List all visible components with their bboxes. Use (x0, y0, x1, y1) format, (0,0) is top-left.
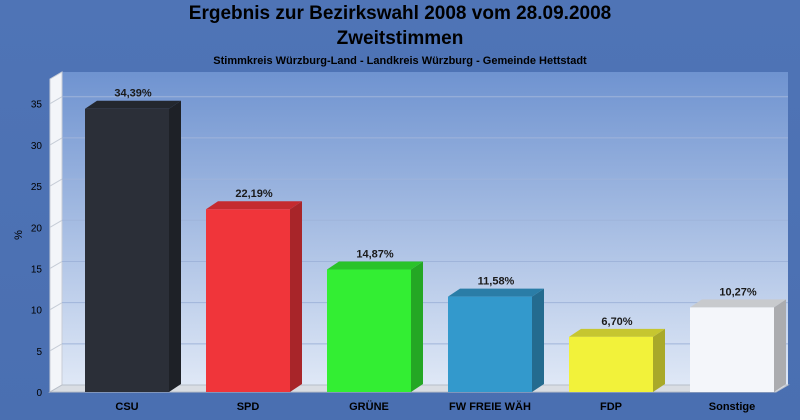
bar-top (327, 261, 423, 270)
bar[interactable] (448, 296, 532, 392)
bar-top (569, 328, 665, 337)
bar-side (169, 100, 181, 393)
gridline-side (49, 219, 63, 228)
bar-side (411, 261, 423, 392)
y-tick-label: 5 (36, 347, 42, 358)
y-tick-label: 10 (31, 306, 43, 317)
y-axis-label: % (13, 230, 25, 240)
gridline-side (49, 137, 63, 146)
bar[interactable] (690, 307, 774, 392)
y-tick-label: 35 (31, 100, 43, 111)
bar-side (653, 328, 665, 392)
gridline-side (49, 343, 63, 352)
bar-side (774, 299, 786, 392)
gridline-side (49, 96, 63, 105)
bar-value-label: 11,58% (478, 276, 515, 288)
bar-side (290, 201, 302, 392)
chart-subtitle: Zweitstimmen (336, 28, 464, 49)
bar-value-label: 10,27% (719, 286, 757, 298)
y-tick-label: 25 (31, 182, 43, 193)
bar-value-label: 14,87% (356, 249, 394, 261)
bar-value-label: 22,19% (235, 188, 273, 200)
y-tick-label: 0 (36, 388, 42, 399)
y-tick-label: 15 (31, 264, 43, 275)
gridline-side (49, 302, 63, 311)
bar-top (85, 100, 181, 109)
x-category-label: SPD (237, 401, 260, 413)
x-category-label: CSU (115, 401, 138, 413)
bar-top (448, 288, 544, 297)
plot-side-wall (49, 71, 63, 393)
bar[interactable] (85, 108, 169, 393)
x-category-label: GRÜNE (349, 400, 389, 413)
bar[interactable] (569, 336, 653, 392)
y-tick-label: 20 (31, 223, 43, 234)
bar-top (206, 201, 302, 210)
x-category-label: FDP (600, 401, 622, 413)
gridline-side (49, 261, 63, 269)
chart-title: Ergebnis zur Bezirkswahl 2008 vom 28.09.… (188, 3, 612, 24)
bar[interactable] (206, 209, 290, 392)
x-category-label: FW FREIE WÄH (449, 400, 531, 413)
y-tick-label: 30 (31, 141, 43, 152)
bar-value-label: 6,70% (601, 316, 632, 328)
bar-top (690, 299, 786, 308)
plot-back-wall (62, 72, 788, 385)
x-category-label: Sonstige (709, 401, 755, 413)
bar-value-label: 34,39% (114, 88, 152, 100)
bar[interactable] (327, 269, 411, 392)
chart-caption: Stimmkreis Würzburg-Land - Landkreis Wür… (213, 55, 587, 67)
bar-side (532, 288, 544, 392)
gridline-side (49, 178, 63, 187)
